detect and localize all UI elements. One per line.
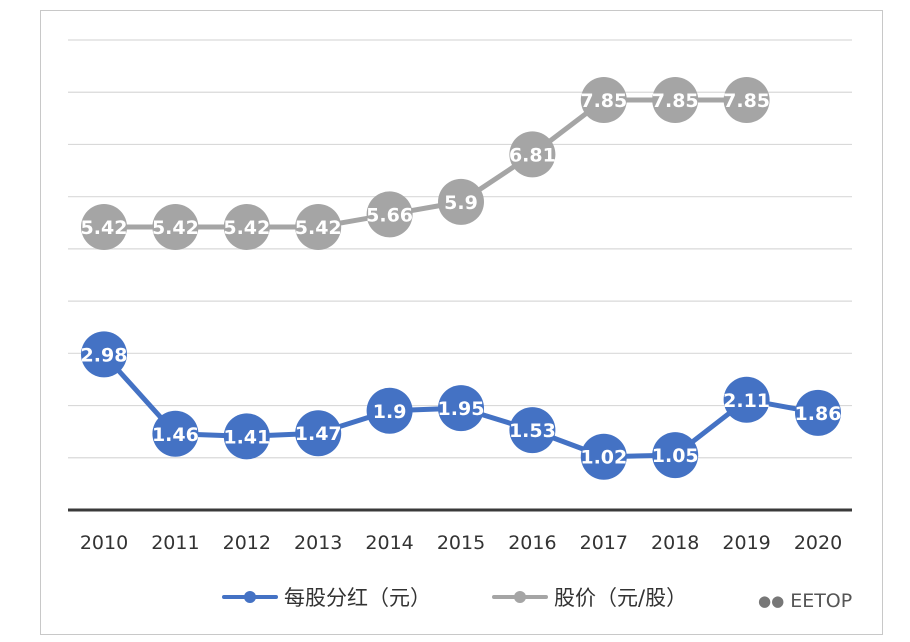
legend-label-price: 股价（元/股）	[554, 586, 688, 610]
x-tick-label: 2010	[80, 532, 128, 554]
data-point	[723, 376, 770, 423]
data-point	[223, 413, 270, 460]
data-point	[295, 410, 342, 457]
x-tick-label: 2018	[651, 532, 699, 554]
data-label: 5.42	[152, 217, 199, 239]
legend-swatch-price	[492, 587, 548, 607]
data-point	[652, 77, 699, 124]
series-group: 5.42 5.42 5.42 5.42 5.66 5.9 6.81 7.85 7.85 7.85 2…	[81, 77, 842, 480]
data-point	[152, 203, 199, 250]
data-point	[223, 203, 270, 250]
data-label: 1.02	[580, 447, 627, 469]
data-label: 2.11	[723, 390, 770, 412]
data-label: 7.85	[652, 90, 699, 112]
watermark: ●● EETOP	[758, 590, 852, 612]
series-price: 5.42 5.42 5.42 5.42 5.66 5.9 6.81 7.85 7.85 7.85	[81, 77, 770, 250]
watermark-text: EETOP	[790, 590, 853, 612]
x-tick-label: 2012	[223, 532, 271, 554]
data-point	[723, 77, 770, 124]
legend-label-dividend: 每股分红（元）	[284, 586, 431, 610]
data-label: 5.42	[81, 217, 128, 239]
data-point	[366, 191, 413, 238]
series-dividend: 2.98 1.46 1.41 1.47 1.9 1.95 1.53 1.02 1.05 2.11 1…	[81, 331, 842, 480]
data-label: 5.42	[295, 217, 342, 239]
legend-swatch-dividend	[222, 587, 278, 607]
data-label: 1.05	[652, 445, 699, 467]
x-tick-label: 2019	[722, 532, 770, 554]
x-tick-label: 2020	[794, 532, 842, 554]
data-label: 1.9	[373, 401, 407, 423]
data-point	[509, 131, 556, 178]
x-tick-label: 2013	[294, 532, 342, 554]
data-label: 5.9	[444, 192, 478, 214]
data-label: 6.81	[509, 144, 556, 166]
data-label: 7.85	[723, 90, 770, 112]
x-axis: 2010 2011 2012 2013 2014 2015 2016 2017 2018 2019…	[68, 508, 852, 554]
x-tick-label: 2015	[437, 532, 485, 554]
data-point	[509, 407, 556, 454]
x-tick-label: 2014	[365, 532, 413, 554]
data-label: 2.98	[81, 344, 128, 366]
data-label: 1.47	[295, 423, 342, 445]
data-point	[81, 203, 127, 250]
data-label: 1.53	[509, 420, 556, 442]
data-point	[438, 178, 484, 225]
data-point	[438, 385, 484, 432]
wechat-icon: ●●	[758, 592, 785, 610]
data-label: 1.86	[795, 403, 842, 425]
legend-item-price: 股价（元/股）	[492, 582, 687, 612]
data-label: 5.42	[223, 217, 270, 239]
data-point	[652, 432, 699, 479]
data-point	[580, 77, 627, 124]
data-point	[366, 387, 413, 434]
data-label: 5.66	[366, 204, 413, 226]
legend-item-dividend: 每股分红（元）	[222, 582, 431, 612]
x-tick-label: 2011	[151, 532, 199, 554]
data-label: 1.46	[152, 424, 199, 446]
x-tick-label: 2017	[580, 532, 628, 554]
x-tick-label: 2016	[508, 532, 556, 554]
data-label: 1.41	[223, 426, 270, 448]
data-point	[81, 331, 127, 378]
data-point	[295, 203, 342, 250]
data-label: 7.85	[580, 90, 627, 112]
data-point	[580, 433, 627, 480]
data-point	[152, 410, 199, 457]
data-point	[795, 389, 841, 436]
data-label: 1.95	[438, 398, 485, 420]
